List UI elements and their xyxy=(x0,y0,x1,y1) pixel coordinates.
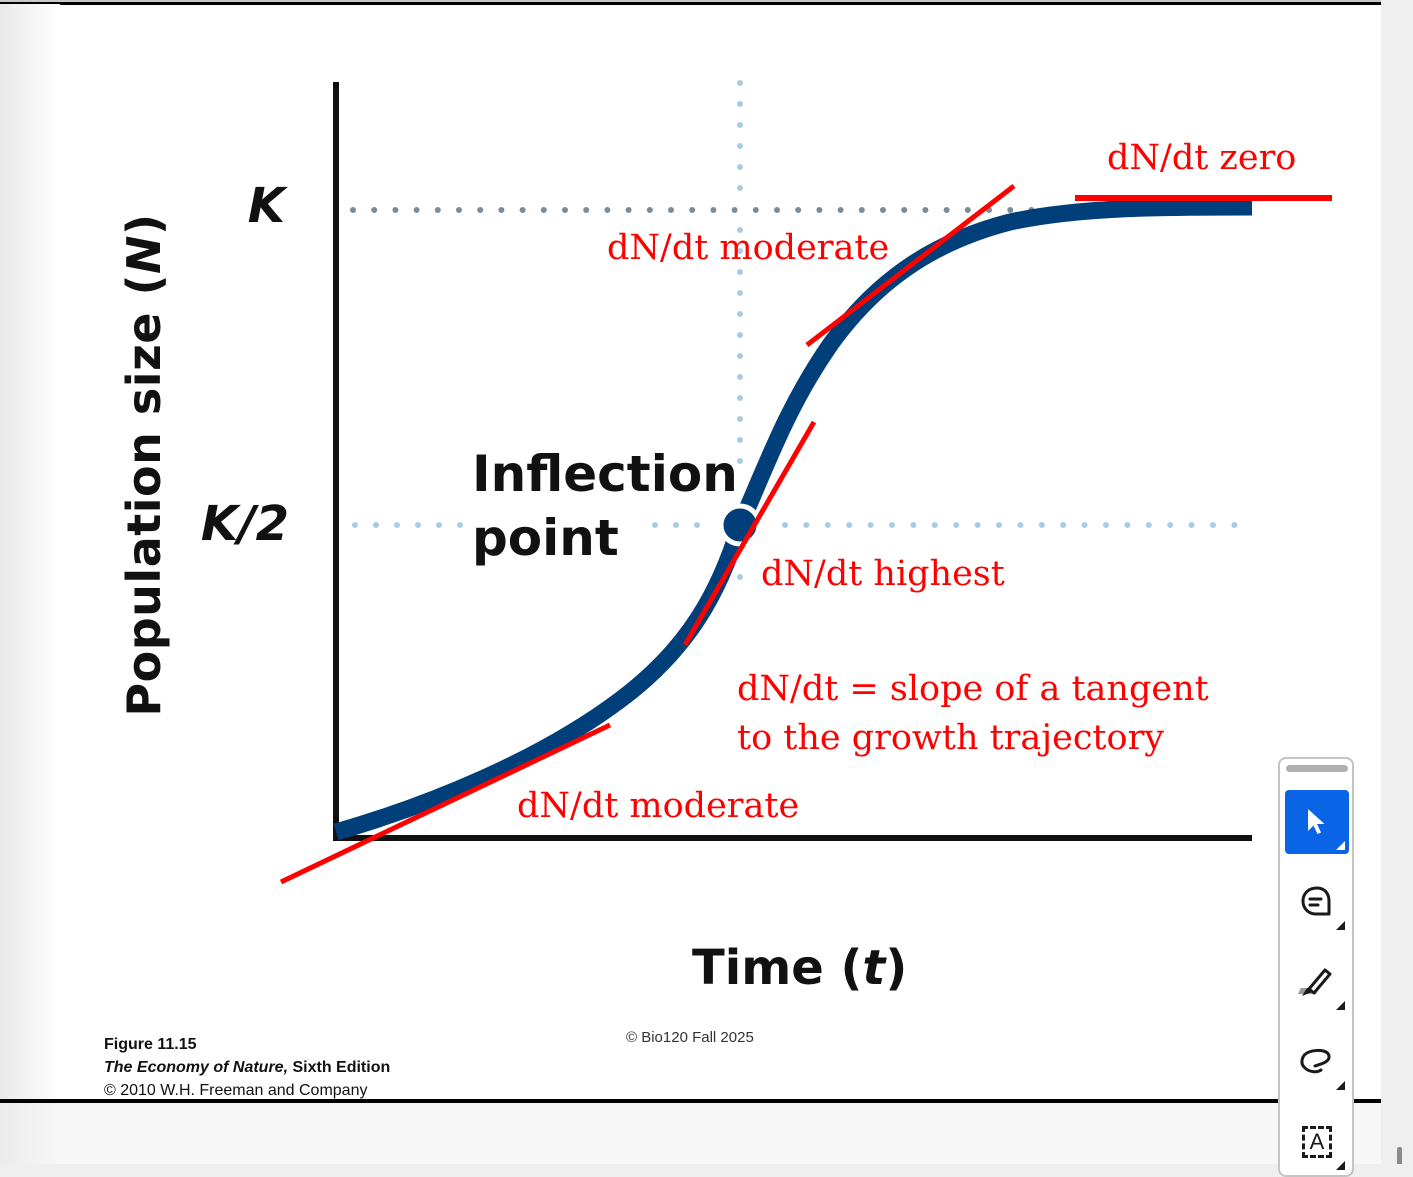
annotation-dndt-highest: dN/dt highest xyxy=(761,554,1005,594)
select-tool-button[interactable] xyxy=(1285,790,1349,854)
page-shadow xyxy=(0,4,60,1164)
submenu-indicator-icon xyxy=(1336,921,1345,930)
submenu-indicator-icon xyxy=(1336,1161,1345,1170)
slide-bottom-border xyxy=(0,1099,1381,1103)
x-axis-variable: t xyxy=(862,940,886,996)
x-axis-title: Time (t) xyxy=(692,940,907,996)
y-axis-title-close: ) xyxy=(117,213,171,235)
vertical-scrollbar-track[interactable] xyxy=(1381,0,1413,1164)
text-tool-glyph: A xyxy=(1309,1129,1325,1154)
vertical-scrollbar-thumb[interactable] xyxy=(1397,1147,1402,1164)
text-select-tool-button[interactable]: A xyxy=(1285,1110,1349,1174)
tangent-inflection xyxy=(682,420,817,647)
tangent-late xyxy=(805,184,1016,347)
submenu-indicator-icon xyxy=(1336,1081,1345,1090)
highlight-tool-button[interactable] xyxy=(1285,950,1349,1014)
course-watermark: © Bio120 Fall 2025 xyxy=(626,1029,754,1046)
submenu-indicator-icon xyxy=(1336,1001,1345,1010)
inflection-label-line1: Inflection xyxy=(472,445,738,503)
annotation-dndt-moderate-top: dN/dt moderate xyxy=(607,228,890,268)
cursor-arrow-icon xyxy=(1308,809,1325,834)
book-edition: Sixth Edition xyxy=(288,1059,391,1076)
document-page: Population size (N) K K/2 Inflection poi… xyxy=(0,0,1381,1164)
y-axis-title: Population size (N) xyxy=(117,213,171,716)
annotation-dndt-zero: dN/dt zero xyxy=(1107,138,1297,178)
y-axis-title-text: Population size ( xyxy=(117,273,171,717)
comment-tool-button[interactable] xyxy=(1285,870,1349,934)
figure-number: Figure 11.15 xyxy=(104,1036,197,1053)
growth-curve xyxy=(333,198,1253,841)
x-axis-title-close: ) xyxy=(885,940,908,996)
page-top-edge xyxy=(0,0,1381,2)
highlighter-pen-icon xyxy=(1298,968,1332,996)
y-tick-k-half: K/2 xyxy=(200,496,289,552)
toolbar-drag-handle[interactable] xyxy=(1286,765,1348,772)
text-box-a-icon: A xyxy=(1302,1126,1332,1158)
slide-top-border xyxy=(0,2,1381,5)
freehand-loop-icon xyxy=(1300,1048,1331,1074)
submenu-indicator-icon xyxy=(1336,841,1345,850)
annotation-toolbar: A xyxy=(1278,757,1354,1177)
inflection-label-line2: point xyxy=(472,509,619,567)
annotation-definition-line2: to the growth trajectory xyxy=(737,718,1165,758)
next-page-area xyxy=(0,1103,1381,1164)
figure-caption: Figure 11.15 The Economy of Nature, Sixt… xyxy=(104,1033,390,1102)
x-axis-title-text: Time ( xyxy=(692,940,863,996)
tangent-early xyxy=(279,722,612,885)
draw-tool-button[interactable] xyxy=(1285,1030,1349,1094)
speech-bubble-icon xyxy=(1301,886,1331,916)
publisher-credit: © 2010 W.H. Freeman and Company xyxy=(104,1082,368,1099)
logistic-growth-chart xyxy=(279,80,1332,885)
book-title: The Economy of Nature, xyxy=(104,1059,289,1076)
annotation-dndt-moderate-bottom: dN/dt moderate xyxy=(517,786,800,826)
y-tick-k: K xyxy=(247,178,285,234)
y-axis-variable: N xyxy=(117,234,171,274)
annotation-definition-line1: dN/dt = slope of a tangent xyxy=(737,669,1209,709)
inflection-point-label: Inflection point xyxy=(472,442,738,570)
